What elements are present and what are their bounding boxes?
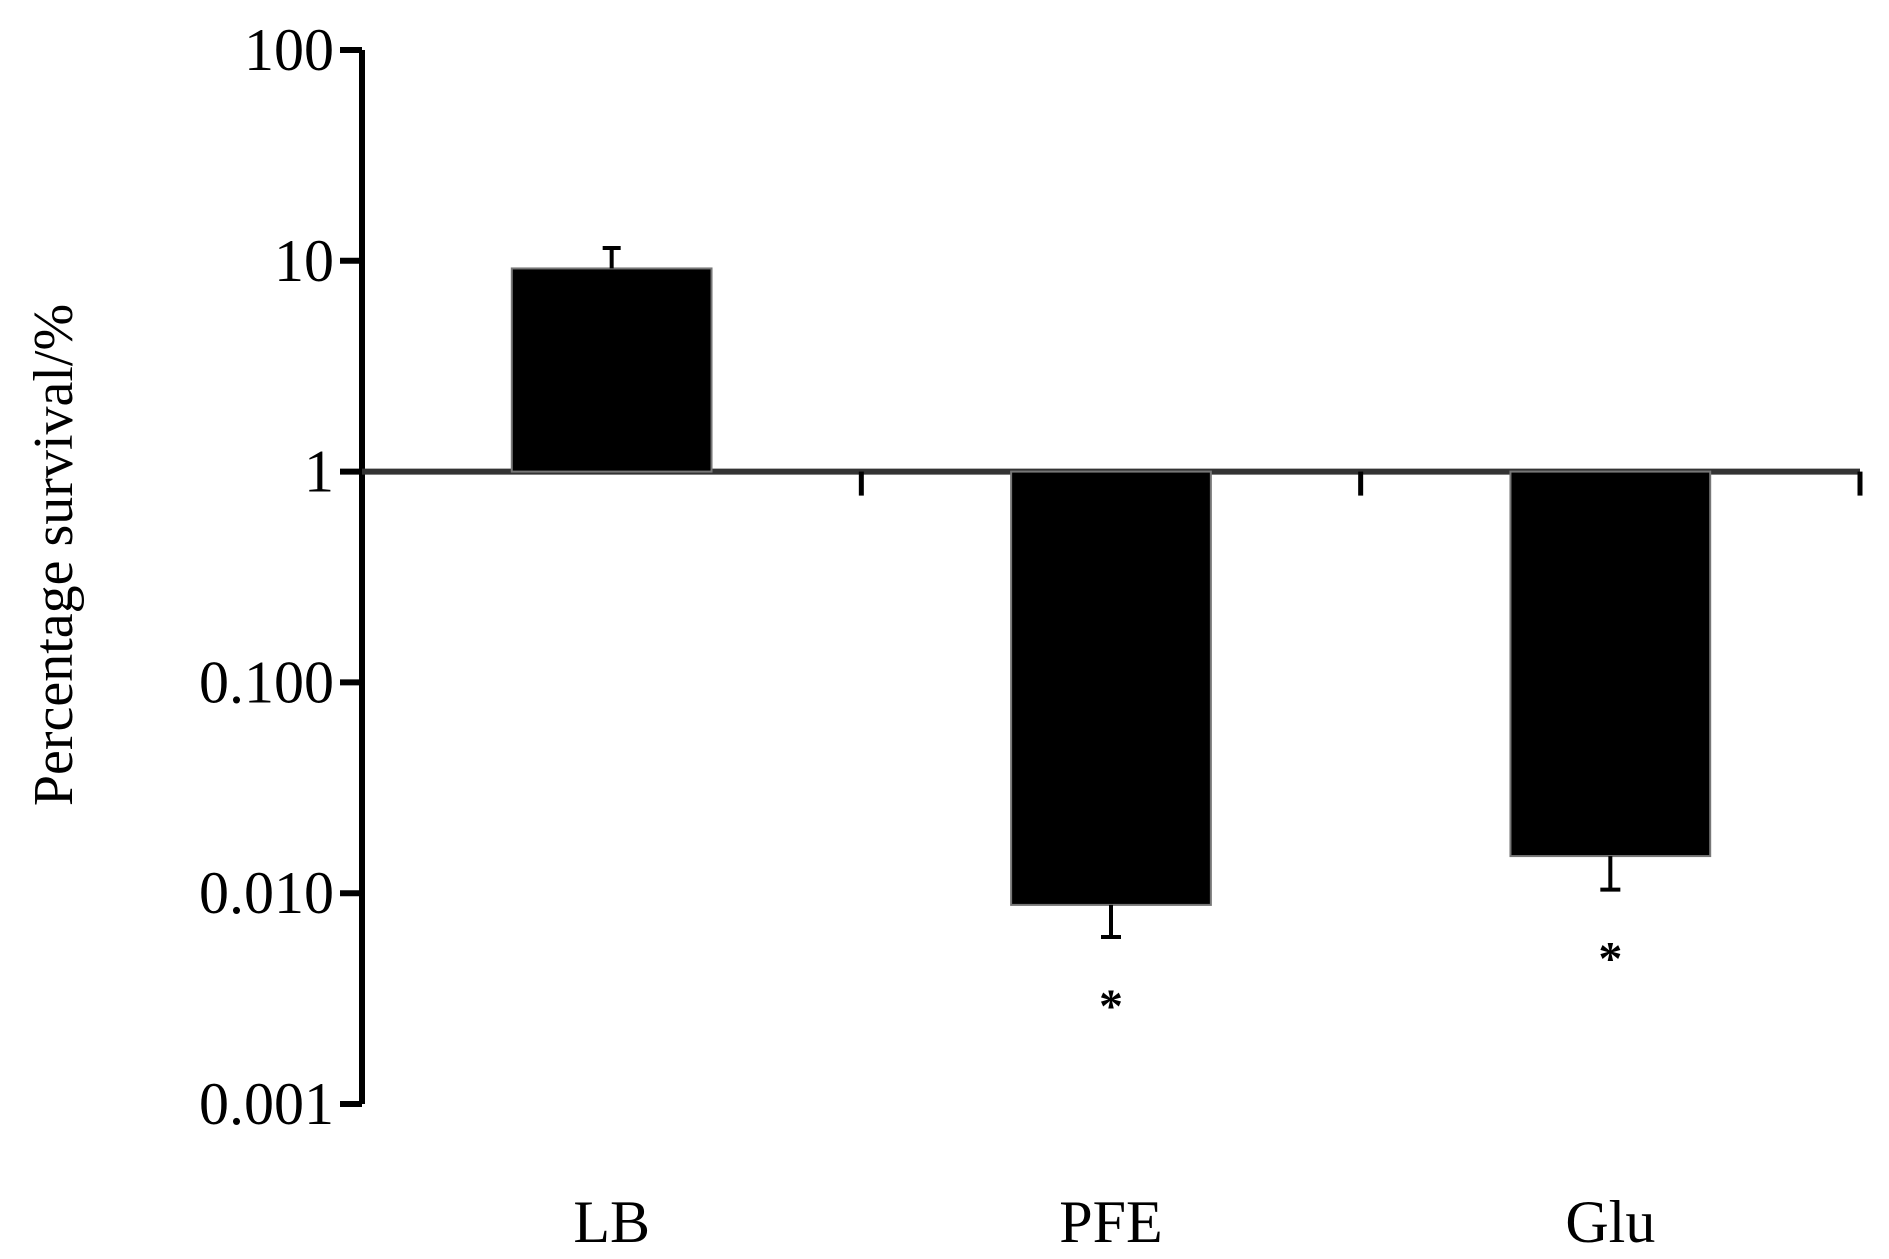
x-tick-label: PFE: [1059, 1189, 1162, 1255]
bar-glu: [1509, 470, 1712, 858]
y-tick-label: 1: [304, 439, 334, 505]
x-tick-label: Glu: [1565, 1189, 1655, 1255]
y-axis-label: Percentage survival/%: [23, 304, 85, 806]
bars: **: [510, 246, 1712, 1033]
bar-pfe: [1010, 470, 1212, 906]
y-tick-label: 0.100: [199, 649, 334, 715]
significance-mark: *: [1099, 980, 1123, 1033]
y-tick-label: 10: [274, 228, 334, 294]
x-tick-label: LB: [573, 1189, 650, 1255]
y-tick-label: 0.010: [199, 860, 334, 926]
y-ticks: 100 10 1 0.100 0.010 0.001: [199, 17, 362, 1137]
x-tick-labels: LB PFE Glu: [573, 1189, 1655, 1255]
y-tick-label: 0.001: [199, 1071, 334, 1137]
bar-lb: [510, 267, 713, 473]
significance-mark: *: [1598, 933, 1622, 986]
y-tick-label: 100: [244, 17, 334, 83]
